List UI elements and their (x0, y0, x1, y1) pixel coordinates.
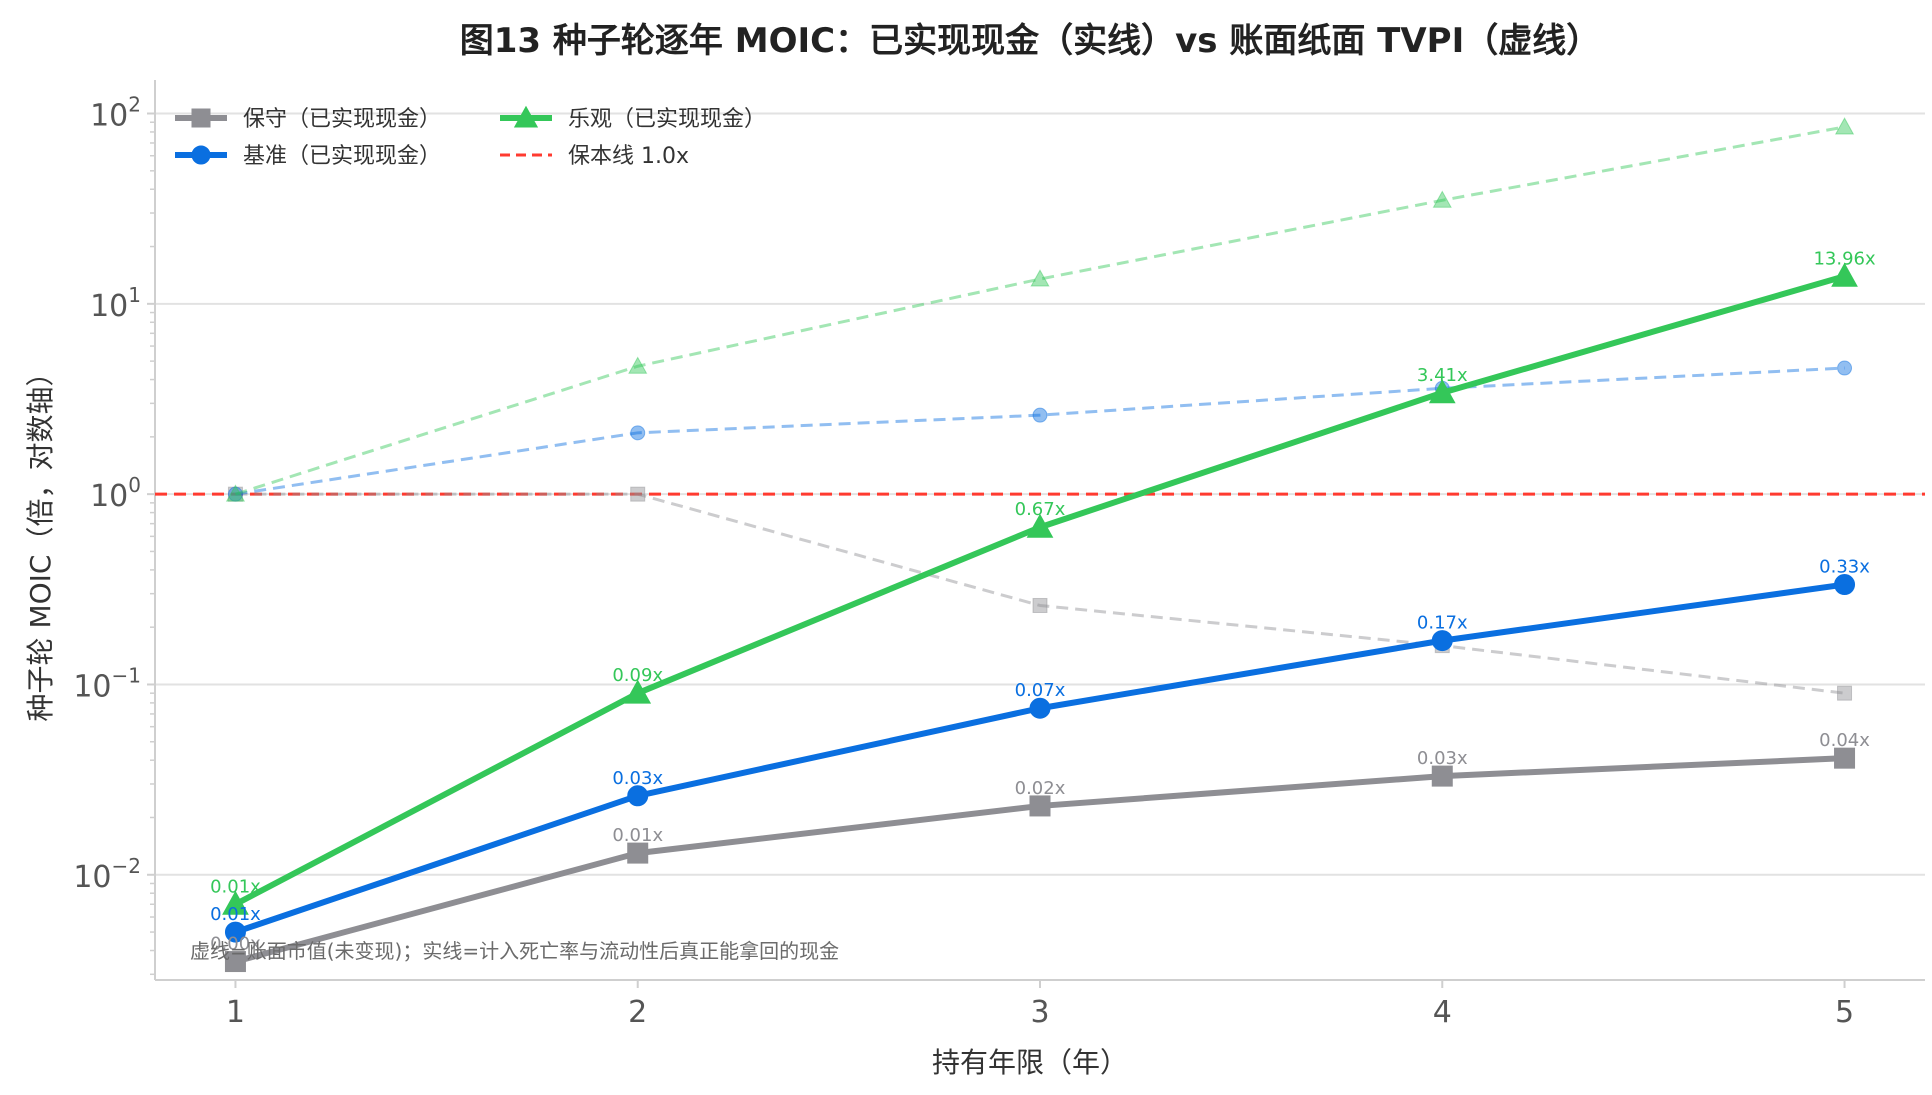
x-tick-label-4: 5 (1835, 995, 1854, 1030)
legend-label-optimistic: 乐观（已实现现金） (568, 107, 766, 132)
point-base-paper-5 (1837, 360, 1853, 376)
point-optimistic-4 (1428, 379, 1456, 404)
point-conservative-paper-2 (630, 486, 646, 502)
y-tick-label-2: 100 (90, 473, 141, 514)
point-conservative-paper-1 (227, 486, 243, 502)
legend-marker-optimistic (513, 105, 539, 128)
data-label-conservative-1: 0.00x (210, 934, 261, 955)
legend-marker-base (191, 145, 211, 165)
point-conservative-5 (1834, 747, 1856, 769)
y-tick-label-3: 101 (90, 283, 141, 324)
data-label-optimistic-1: 0.01x (210, 876, 261, 897)
point-base-paper-1 (227, 486, 243, 502)
point-conservative-1 (224, 951, 246, 973)
point-optimistic-paper-3 (1030, 269, 1050, 287)
point-base-4 (1431, 630, 1453, 652)
point-conservative-3 (1029, 795, 1051, 817)
legend-label-base: 基准（已实现现金） (243, 144, 441, 169)
x-tick-label-1: 2 (628, 995, 647, 1030)
point-conservative-paper-5 (1837, 685, 1853, 701)
y-tick-label-1: 10−1 (73, 663, 141, 704)
data-labels: 0.00x 0.01x 0.02x 0.03x 0.04x 0.01x 0.03x 0.07x… (210, 248, 1876, 954)
x-axis-label: 持有年限（年） (932, 1046, 1128, 1079)
point-optimistic-2 (624, 679, 652, 704)
x-tick-label-3: 4 (1433, 995, 1452, 1030)
legend-label-breakeven: 保本线 1.0x (568, 144, 689, 169)
point-optimistic-paper-4 (1432, 190, 1452, 208)
chart-title: 图13 种子轮逐年 MOIC：已实现现金（实线）vs 账面纸面 TVPI（虚线） (460, 21, 1600, 61)
tick-labels: 10−2 10−1 100 101 102 1 2 3 4 5 (73, 93, 1854, 1030)
data-label-base-1: 0.01x (210, 904, 261, 925)
y-tick-label-0: 10−2 (73, 854, 141, 895)
data-label-conservative-5: 0.04x (1819, 730, 1870, 751)
data-label-optimistic-5: 13.96x (1813, 248, 1876, 269)
point-conservative-4 (1431, 765, 1453, 787)
point-base-paper-2 (630, 425, 646, 441)
point-base-5 (1834, 574, 1856, 596)
series-line-optimistic-paper (235, 125, 1845, 496)
y-axis-label: 种子轮 MOIC（倍，对数轴） (24, 359, 57, 722)
point-optimistic-paper-2 (628, 356, 648, 374)
data-label-optimistic-4: 3.41x (1417, 365, 1468, 386)
legend-label-conservative: 保守（已实现现金） (243, 107, 441, 132)
point-optimistic-1 (222, 890, 249, 915)
point-base-paper-3 (1032, 407, 1048, 423)
x-tick-label-2: 3 (1030, 995, 1049, 1030)
point-conservative-2 (627, 842, 649, 864)
data-label-base-5: 0.33x (1819, 557, 1870, 578)
data-label-base-3: 0.07x (1015, 680, 1066, 701)
series-line-base-paper (235, 366, 1845, 496)
data-label-base-4: 0.17x (1417, 613, 1468, 634)
point-base-1 (224, 921, 246, 943)
point-optimistic-paper-5 (1834, 117, 1855, 135)
data-label-conservative-2: 0.01x (612, 825, 663, 846)
data-label-base-2: 0.03x (612, 768, 663, 789)
data-label-optimistic-3: 0.67x (1015, 499, 1066, 520)
point-base-2 (627, 785, 649, 807)
data-label-conservative-3: 0.02x (1015, 778, 1066, 799)
point-optimistic-5 (1831, 262, 1858, 287)
point-conservative-paper-3 (1032, 597, 1048, 613)
y-tick-label-4: 102 (90, 93, 141, 134)
point-optimistic-paper-1 (225, 484, 246, 502)
point-base-3 (1029, 697, 1051, 719)
legend-marker-conservative (191, 108, 211, 128)
x-tick-label-0: 1 (226, 995, 245, 1030)
series-line-base (234, 581, 1845, 935)
data-label-optimistic-2: 0.09x (612, 665, 663, 686)
series-line-conservative-paper (235, 492, 1845, 695)
data-label-conservative-4: 0.03x (1417, 748, 1468, 769)
legend: 保守（已实现现金） 基准（已实现现金） 乐观（已实现现金） 保本线 1.0x (175, 105, 766, 169)
point-optimistic-3 (1026, 513, 1054, 538)
chart-annotation: 虚线=账面市值(未变现)；实线=计入死亡率与流动性后真正能拿回的现金 (190, 939, 839, 963)
series-layer (222, 117, 1858, 973)
